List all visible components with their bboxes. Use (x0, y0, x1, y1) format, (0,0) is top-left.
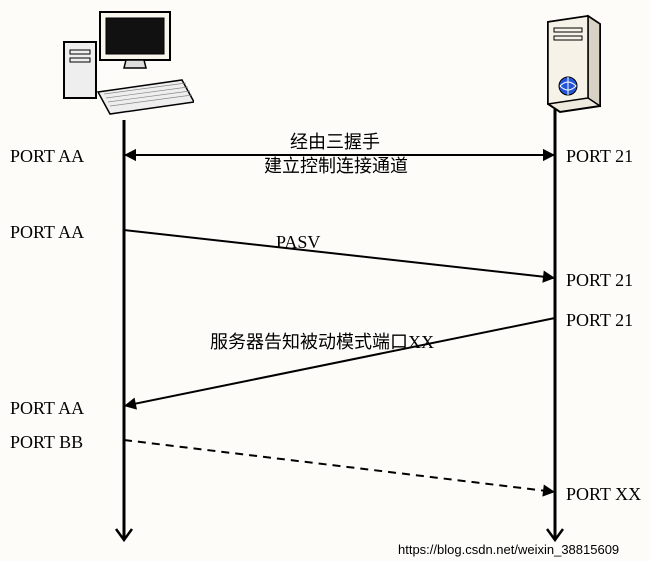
msg-label-notify-0: 服务器告知被动模式端口XX (210, 328, 434, 354)
client-port-label-0: PORT AA (10, 146, 84, 167)
msg-label-pasv-0: PASV (276, 232, 320, 253)
watermark-text: https://blog.csdn.net/weixin_38815609 (398, 542, 619, 557)
server-port-label-3: PORT XX (566, 484, 641, 505)
server-port-label-2: PORT 21 (566, 310, 633, 331)
client-port-label-1: PORT AA (10, 222, 84, 243)
server-port-label-1: PORT 21 (566, 270, 633, 291)
msg-label-handshake-0: 经由三握手 (290, 128, 380, 154)
client-port-label-3: PORT BB (10, 432, 83, 453)
msg-label-handshake-1: 建立控制连接通道 (264, 152, 408, 178)
server-tower-icon (540, 14, 610, 119)
client-computer-icon (54, 10, 194, 125)
client-port-label-2: PORT AA (10, 398, 84, 419)
server-port-label-0: PORT 21 (566, 146, 633, 167)
